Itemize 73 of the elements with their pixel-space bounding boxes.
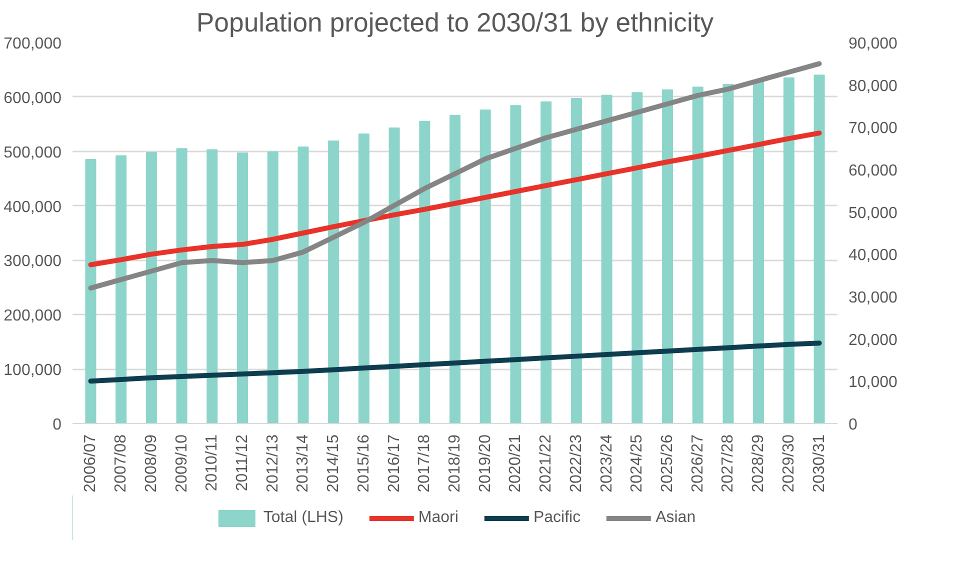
chart-title: Population projected to 2030/31 by ethnicity (196, 8, 714, 38)
y-tick-label: 100,000 (4, 362, 62, 380)
bar (814, 74, 825, 424)
legend-label: Maori (418, 508, 458, 526)
x-tick-label: 2012/13 (264, 434, 282, 492)
x-tick-label: 2007/08 (112, 434, 130, 492)
y2-tick-label: 40,000 (848, 247, 898, 264)
y2-tick-label: 50,000 (848, 204, 898, 222)
bar (480, 109, 491, 424)
y-tick-label: 0 (52, 416, 62, 434)
y-tick-label: 300,000 (4, 253, 62, 270)
x-tick-label: 2024/25 (628, 434, 646, 492)
x-tick-label: 2029/30 (780, 434, 798, 492)
legend-label: Total (LHS) (263, 508, 344, 526)
bar (570, 98, 582, 424)
bar (388, 127, 400, 424)
legend-label: Asian (656, 508, 696, 526)
y2-tick-label: 10,000 (848, 374, 898, 392)
x-tick-label: 2009/10 (173, 434, 190, 492)
bar (540, 101, 552, 424)
x-tick-label: 2022/23 (568, 434, 585, 492)
bar (116, 155, 127, 424)
x-tick-label: 2025/26 (659, 434, 676, 492)
x-tick-label: 2006/07 (82, 434, 100, 492)
x-tick-label: 2011/12 (234, 434, 251, 492)
x-tick-label: 2010/11 (204, 434, 221, 492)
y-tick-label: 200,000 (4, 308, 62, 325)
x-tick-label: 2015/16 (355, 434, 372, 492)
bar (298, 146, 309, 424)
bar (206, 149, 218, 424)
y2-tick-label: 90,000 (848, 36, 898, 52)
bar (267, 151, 278, 424)
bar (449, 114, 461, 424)
x-tick-label: 2019/20 (476, 434, 494, 492)
bar (146, 152, 157, 424)
bar (662, 89, 674, 424)
x-tick-label: 2020/21 (507, 434, 524, 492)
x-tick-label: 2023/24 (598, 434, 616, 492)
x-tick-label: 2016/17 (386, 434, 403, 492)
bar (510, 105, 522, 424)
x-tick-label: 2017/18 (416, 434, 434, 492)
y-tick-label: 600,000 (4, 90, 62, 107)
y-tick-label: 400,000 (4, 198, 62, 216)
x-tick-label: 2030/31 (810, 434, 828, 492)
bar (85, 159, 96, 424)
x-tick-label: 2028/29 (750, 434, 768, 492)
y2-tick-label: 20,000 (848, 332, 898, 349)
bar (236, 152, 248, 424)
x-tick-label: 2018/19 (446, 434, 464, 492)
bar (632, 92, 643, 424)
y2-tick-label: 80,000 (848, 78, 898, 95)
y2-tick-label: 30,000 (848, 290, 898, 306)
bar (692, 86, 704, 424)
y2-tick-label: 60,000 (848, 162, 898, 180)
x-tick-label: 2013/14 (294, 434, 312, 492)
y-tick-label: 500,000 (4, 144, 62, 162)
bar (419, 120, 430, 424)
y2-tick-label: 0 (848, 416, 858, 434)
y-tick-label: 700,000 (4, 36, 62, 52)
x-tick-label: 2026/27 (689, 434, 706, 492)
bar (358, 133, 370, 424)
bar (753, 81, 764, 424)
x-tick-label: 2008/09 (142, 434, 160, 492)
x-tick-label: 2021/22 (538, 434, 555, 492)
bar (328, 140, 340, 424)
bar (176, 148, 188, 424)
bar (601, 94, 612, 424)
x-tick-label: 2027/28 (720, 434, 737, 492)
bar (783, 77, 794, 424)
legend-label: Pacific (533, 508, 581, 526)
bar (722, 84, 734, 424)
x-tick-label: 2014/15 (325, 434, 342, 492)
y2-tick-label: 70,000 (848, 120, 898, 138)
